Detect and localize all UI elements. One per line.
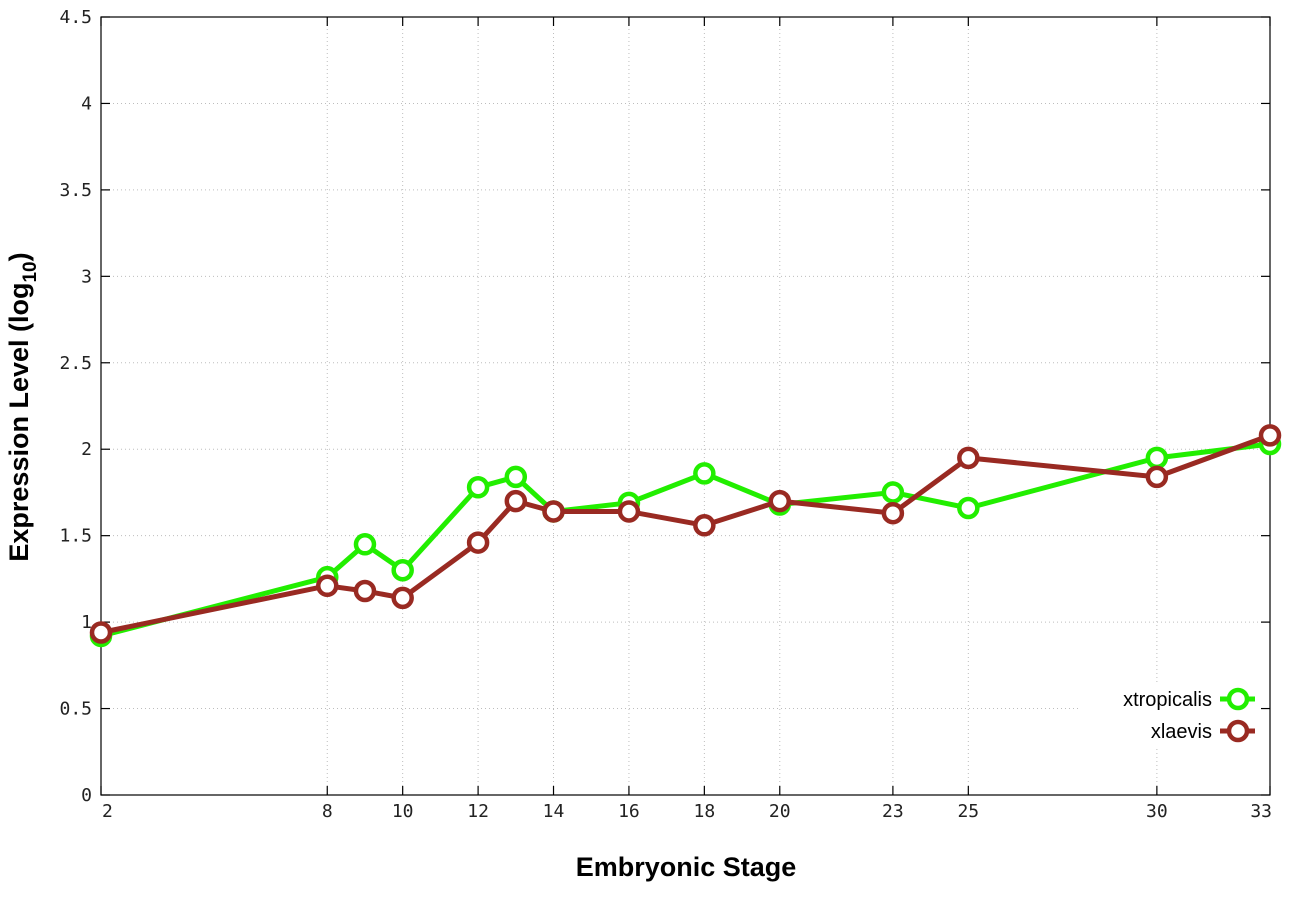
- y-tick-label: 0: [81, 785, 92, 806]
- data-point: [768, 489, 792, 513]
- x-tick-label: 20: [769, 801, 791, 822]
- x-tick-label: 30: [1146, 801, 1168, 822]
- data-point: [504, 489, 528, 513]
- data-point: [504, 465, 528, 489]
- data-point: [881, 501, 905, 525]
- data-point: [1258, 424, 1282, 447]
- x-tick-label: 2: [102, 801, 113, 822]
- data-point: [957, 446, 980, 470]
- data-point: [1145, 465, 1169, 489]
- plot-frame: [100, 16, 1271, 796]
- data-point: [881, 481, 905, 504]
- legend-marker: [1226, 719, 1250, 743]
- legend-item: xlaevis: [1151, 719, 1255, 743]
- data-point: [466, 531, 490, 554]
- x-tick-label: 8: [322, 801, 333, 822]
- legend-marker: [1226, 687, 1250, 711]
- data-point: [693, 462, 716, 485]
- series-line: [100, 433, 1271, 635]
- grid: [101, 17, 1270, 795]
- x-tick-label: 25: [957, 801, 979, 822]
- y-tick-label: 3.5: [59, 180, 92, 201]
- legend-label: xtropicalis: [1123, 689, 1212, 711]
- legend-label: xlaevis: [1151, 721, 1212, 743]
- x-tick-label: 12: [467, 801, 489, 822]
- data-point: [353, 579, 377, 603]
- series-xlaevis: [89, 424, 1282, 644]
- data-point: [542, 500, 565, 523]
- x-axis-title: Embryonic Stage: [576, 852, 797, 882]
- y-tick-label: 3: [81, 266, 92, 287]
- series-xtropicalis: [89, 432, 1282, 648]
- x-tick-label: 33: [1250, 801, 1272, 822]
- legend: xtropicalis xlaevis: [1080, 684, 1260, 746]
- y-tick-label: 0.5: [59, 699, 92, 720]
- x-tick-label: 18: [694, 801, 716, 822]
- data-point: [1145, 446, 1169, 470]
- y-tick-label: 4.5: [59, 7, 92, 28]
- data-point: [466, 476, 490, 499]
- y-tick-label: 2: [81, 439, 92, 460]
- y-tick-label: 1.5: [59, 526, 92, 547]
- data-point: [353, 533, 377, 556]
- data-point: [89, 621, 113, 644]
- y-axis-title-subscript: 10: [20, 261, 41, 282]
- series-layer: [89, 424, 1282, 648]
- y-axis-title-close: ): [4, 252, 34, 261]
- data-point: [316, 574, 339, 598]
- y-axis-title-main: Expression Level (log: [4, 283, 34, 562]
- data-point: [617, 500, 641, 523]
- data-point: [391, 586, 414, 610]
- y-axis-title: Expression Level (log10): [4, 252, 41, 561]
- y-tick-label: 1: [81, 612, 92, 633]
- y-tick-label: 4: [81, 93, 92, 114]
- legend-item: xtropicalis: [1123, 687, 1255, 711]
- x-tick-label: 14: [543, 801, 565, 822]
- x-tick-label: 23: [882, 801, 904, 822]
- data-point: [693, 514, 716, 537]
- x-tick-label: 10: [392, 801, 414, 822]
- x-tick-label: 16: [618, 801, 640, 822]
- data-point: [957, 496, 980, 520]
- data-point: [391, 558, 414, 582]
- y-tick-label: 2.5: [59, 353, 92, 374]
